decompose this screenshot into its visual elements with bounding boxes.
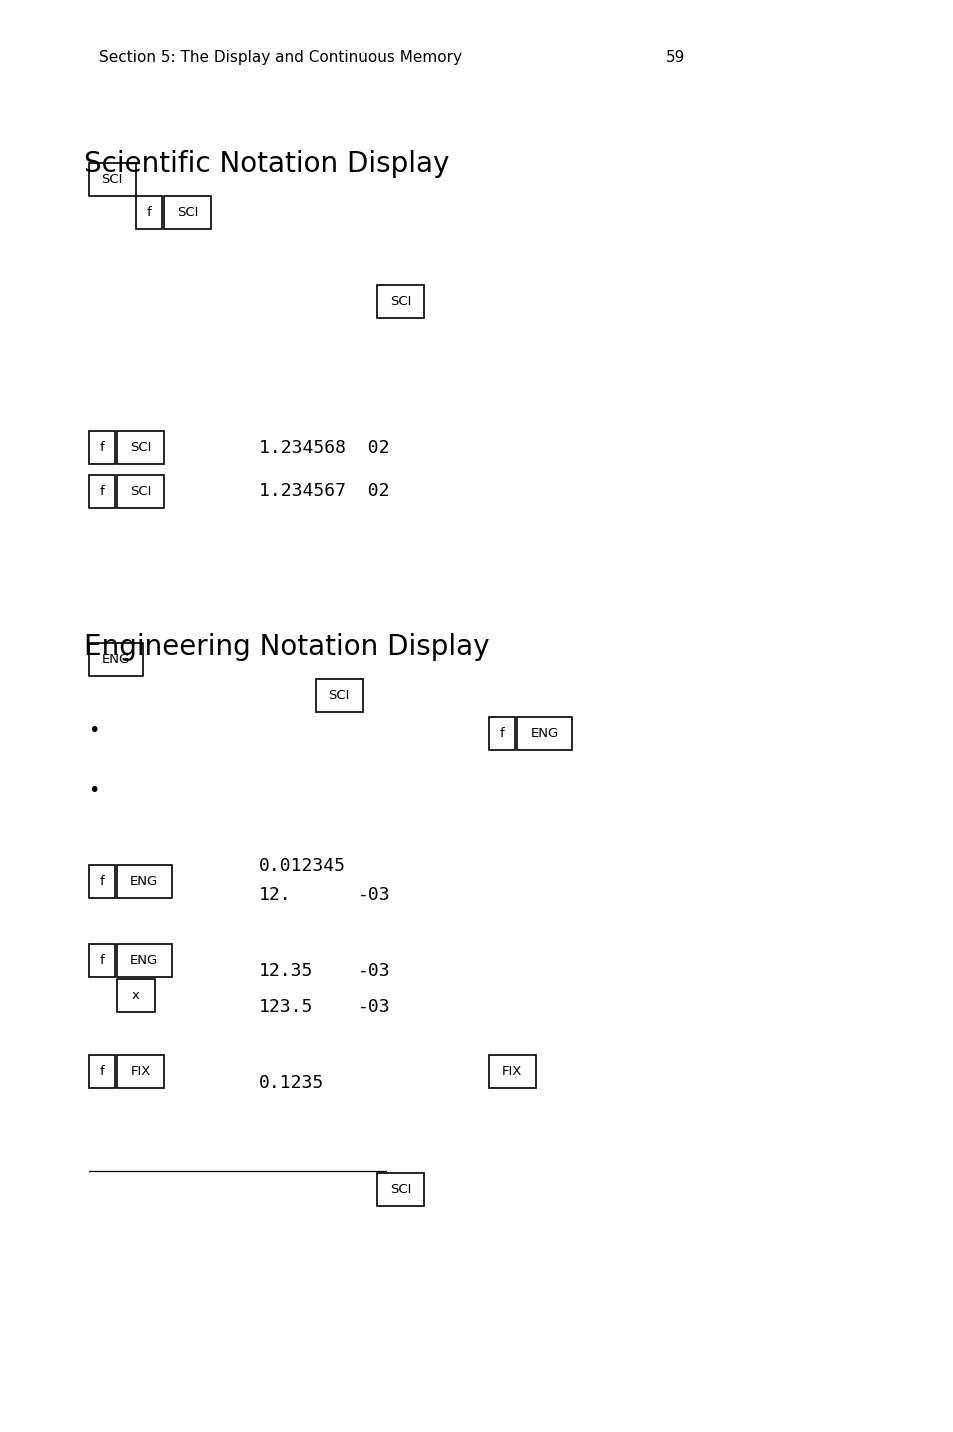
Text: SCI: SCI <box>390 1183 411 1196</box>
Text: SCI: SCI <box>101 173 123 186</box>
Text: ENG: ENG <box>130 954 158 967</box>
Text: •: • <box>89 720 100 740</box>
FancyBboxPatch shape <box>89 643 143 676</box>
FancyBboxPatch shape <box>89 163 135 196</box>
Text: SCI: SCI <box>328 689 350 702</box>
Text: 0.012345: 0.012345 <box>258 858 345 875</box>
Text: -03: -03 <box>357 998 391 1015</box>
FancyBboxPatch shape <box>315 679 362 712</box>
FancyBboxPatch shape <box>488 717 515 750</box>
Text: 0.1235: 0.1235 <box>258 1074 324 1091</box>
FancyBboxPatch shape <box>117 431 164 464</box>
Text: Scientific Notation Display: Scientific Notation Display <box>84 150 449 179</box>
FancyBboxPatch shape <box>89 431 115 464</box>
FancyBboxPatch shape <box>135 196 162 229</box>
FancyBboxPatch shape <box>117 1055 164 1088</box>
Text: SCI: SCI <box>130 441 152 454</box>
Text: ENG: ENG <box>130 875 158 888</box>
Text: FIX: FIX <box>131 1065 151 1078</box>
Text: f: f <box>99 441 104 454</box>
Text: 123.5: 123.5 <box>258 998 313 1015</box>
Text: 12.: 12. <box>258 886 291 904</box>
FancyBboxPatch shape <box>89 865 115 898</box>
FancyBboxPatch shape <box>117 979 154 1012</box>
Text: ENG: ENG <box>530 727 558 740</box>
Text: f: f <box>99 485 104 498</box>
Text: FIX: FIX <box>501 1065 522 1078</box>
Text: SCI: SCI <box>130 485 152 498</box>
Text: 59: 59 <box>665 50 684 64</box>
Text: Section 5: The Display and Continuous Memory: Section 5: The Display and Continuous Me… <box>99 50 461 64</box>
Text: •: • <box>89 780 100 800</box>
FancyBboxPatch shape <box>376 1173 424 1206</box>
Text: -03: -03 <box>357 962 391 979</box>
FancyBboxPatch shape <box>117 865 172 898</box>
Text: 1.234567  02: 1.234567 02 <box>258 483 389 500</box>
Text: ENG: ENG <box>102 653 130 666</box>
FancyBboxPatch shape <box>517 717 571 750</box>
Text: f: f <box>99 875 104 888</box>
Text: Engineering Notation Display: Engineering Notation Display <box>84 633 489 662</box>
FancyBboxPatch shape <box>164 196 212 229</box>
Text: -03: -03 <box>357 886 391 904</box>
FancyBboxPatch shape <box>89 1055 115 1088</box>
Text: f: f <box>147 206 152 219</box>
FancyBboxPatch shape <box>89 475 115 508</box>
Text: f: f <box>99 1065 104 1078</box>
Text: SCI: SCI <box>177 206 198 219</box>
FancyBboxPatch shape <box>376 285 424 318</box>
Text: 12.35: 12.35 <box>258 962 313 979</box>
Text: 1.234568  02: 1.234568 02 <box>258 438 389 457</box>
Text: f: f <box>499 727 504 740</box>
Text: x: x <box>132 990 139 1002</box>
FancyBboxPatch shape <box>488 1055 536 1088</box>
FancyBboxPatch shape <box>117 475 164 508</box>
Text: f: f <box>99 954 104 967</box>
Text: SCI: SCI <box>390 295 411 308</box>
FancyBboxPatch shape <box>89 944 115 977</box>
FancyBboxPatch shape <box>117 944 172 977</box>
